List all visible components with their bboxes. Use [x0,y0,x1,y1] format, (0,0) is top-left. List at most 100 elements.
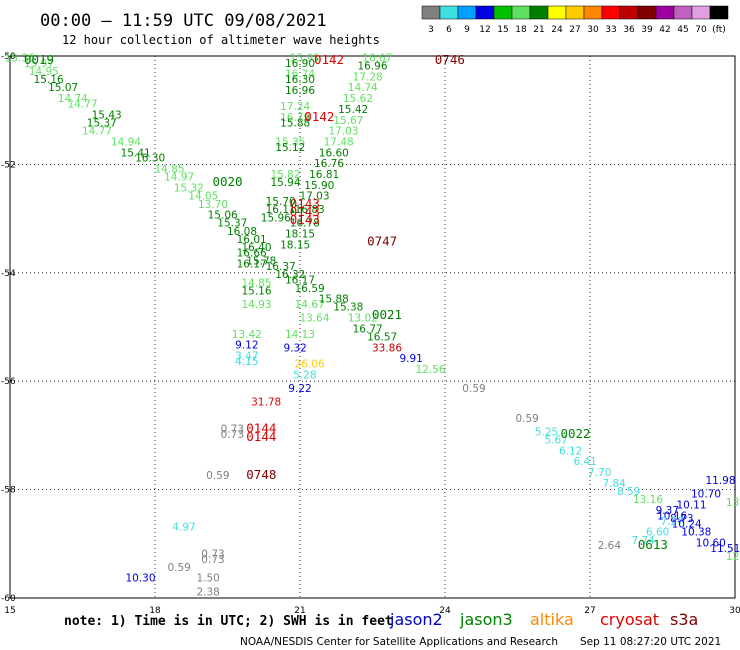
wave-height-label: 16.60 [319,147,349,159]
chart-subtitle: 12 hour collection of altimeter wave hei… [62,33,380,47]
wave-height-label: 16.17 [285,275,315,287]
colorbar-swatch [457,5,477,20]
wave-height-label: 6.12 [559,445,582,457]
wave-height-label: 9.32 [283,342,306,354]
y-axis-ticks: -50 -52 -54 -56 -58 -60 [1,52,16,604]
wave-height-label: 15.36 [5,52,35,64]
wave-height-label: 10.11 [676,500,706,512]
wave-height-label: 15.90 [304,180,334,192]
x-tick-label: 21 [294,606,305,616]
wave-height-label: 16.32 [275,269,305,281]
colorbar-swatch [673,5,693,20]
wave-height-label: 16.37 [266,261,296,273]
wave-height-label: 15.43 [92,109,122,121]
wave-height-label: 8.73 [670,513,693,525]
wave-height-label: 10.30 [125,573,155,585]
x-axis-ticks: 15 18 21 24 27 30 [4,606,740,616]
wave-height-label: 15.35 [275,136,305,148]
wave-height-label: 6.41 [573,456,596,468]
wave-height-label: 16.01 [237,234,267,246]
pass-time-label: 0746 [435,52,465,67]
legend-altika: altika [530,610,574,629]
wave-height-label: 13.70 [198,199,228,211]
colorbar-swatch [655,5,675,20]
colorbar-swatch [709,5,729,20]
wave-height-label: 10.70 [691,489,721,501]
wave-height-label: 14.94 [111,136,141,148]
colorbar-label: 27 [569,25,580,35]
colorbar-swatch [637,5,657,20]
wave-height-label: 16.67 [362,52,392,64]
wave-height-label: 16.76 [314,158,344,170]
footer-note: note: 1) Time is in UTC; 2) SWH is in fe… [64,614,393,629]
colorbar-swatch [529,5,549,20]
wave-height-label: 16.79 [280,112,310,124]
colorbar-label: 15 [497,25,508,35]
wave-height-label: 0.59 [515,413,538,425]
wave-height-label: 15.32 [174,183,204,195]
wave-height-label: 9.91 [399,353,422,365]
wave-height-label: 18.15 [285,229,315,241]
wave-height-label: 13.42 [232,329,262,341]
wave-height-label: 16.78 [290,218,320,230]
wave-height-label: 15.41 [121,147,151,159]
wave-height-label: 12 [726,551,739,563]
pass-time-label: 0022 [560,426,590,441]
pass-time-label: 0142 [304,109,334,124]
wave-height-label: 0.73 [221,429,244,441]
colorbar-label: 70 [695,25,707,35]
y-tick-label: -60 [1,594,16,604]
wave-height-label: 10.16 [657,510,687,522]
wave-height-label: 16.11 [266,204,296,216]
wave-height-label: 4.15 [235,356,258,368]
legend-jason2: jason2 [389,610,443,629]
wave-height-label: 17.03 [328,126,358,138]
pass-time-label: 0747 [367,234,397,249]
legend-cryosat: cryosat [600,610,659,629]
colorbar-label: 12 [479,25,490,35]
wave-height-label: 16.17 [237,258,267,270]
wave-height-label: 14.67 [295,299,325,311]
chart-title: 00:00 – 11:59 UTC 09/08/2021 [40,11,327,31]
wave-height-label: 13.02 [348,313,378,325]
wave-height-label: 13 [726,497,739,509]
colorbar-label: (ft) [712,25,726,35]
colorbar-swatch [421,5,441,20]
footer-timestamp: Sep 11 08:27:20 UTC 2021 [580,636,721,648]
colorbar-label: 30 [587,25,599,35]
pass-time-label: 0019 [24,52,54,67]
wave-height-label: 9.12 [235,340,258,352]
wave-height-label: 18.15 [280,239,310,251]
x-tick-label: 30 [729,606,740,616]
wave-height-label: 15.62 [343,93,373,105]
legend-s3a: s3a [670,610,698,629]
wave-height-label: 15.16 [241,285,271,297]
wave-height-label: 15.37 [217,218,247,230]
wave-height-label: 16.83 [295,204,325,216]
legend-jason3: jason3 [459,610,513,629]
wave-height-label: 17.28 [353,71,383,83]
pass-time-label: 0613 [638,537,668,552]
y-tick-label: -54 [1,269,16,279]
colorbar-label: 21 [533,25,544,35]
colorbar-label: 45 [677,25,688,35]
color-scale-bar: 3 6 9 12 15 18 21 24 27 30 33 36 39 42 45 70 (ft) [421,5,729,35]
x-tick-label: 24 [439,606,451,616]
wave-height-label: 14.97 [164,172,194,184]
wave-height-label: 15.42 [338,104,368,116]
wave-height-label: 12.56 [415,364,445,376]
wave-height-label: 0.73 [201,548,224,560]
wave-height-label: 17.48 [324,136,354,148]
wave-height-label: 5.25 [535,426,558,438]
wave-height-label: 15.88 [319,294,349,306]
wave-height-label: 13.64 [299,313,329,325]
wave-height-label: 16.96 [357,61,387,73]
wave-height-label: 0.73 [201,554,224,566]
wave-height-label: 2.38 [196,586,219,598]
colorbar-label: 9 [464,25,470,35]
wave-height-label: 14.74 [58,93,88,105]
pass-time-label: 0143 [290,196,320,211]
y-tick-label: -52 [1,160,16,170]
wave-height-label: 16.90 [285,58,315,70]
colorbar-label: 3 [428,25,434,35]
